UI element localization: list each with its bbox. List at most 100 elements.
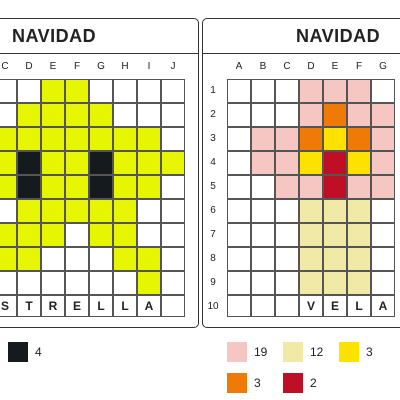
word-cell[interactable] bbox=[299, 295, 323, 317]
pixel-cell[interactable] bbox=[275, 127, 299, 151]
pixel-cell[interactable] bbox=[137, 199, 161, 223]
word-cell[interactable] bbox=[65, 295, 89, 317]
pixel-cell[interactable] bbox=[65, 247, 89, 271]
pixel-cell[interactable] bbox=[299, 79, 323, 103]
pixel-cell[interactable] bbox=[323, 247, 347, 271]
pixel-cell[interactable] bbox=[275, 151, 299, 175]
pixel-cell[interactable] bbox=[89, 175, 113, 199]
pixel-cell[interactable] bbox=[161, 151, 185, 175]
pixel-cell[interactable] bbox=[299, 175, 323, 199]
pixel-cell[interactable] bbox=[17, 175, 41, 199]
pixel-cell[interactable] bbox=[41, 127, 65, 151]
pixel-cell[interactable] bbox=[227, 223, 251, 247]
word-cell[interactable] bbox=[275, 295, 299, 317]
pixel-cell[interactable] bbox=[65, 79, 89, 103]
pixel-cell[interactable] bbox=[89, 271, 113, 295]
pixel-cell[interactable] bbox=[299, 127, 323, 151]
pixel-cell[interactable] bbox=[371, 223, 395, 247]
pixel-cell[interactable] bbox=[323, 127, 347, 151]
pixel-cell[interactable] bbox=[161, 79, 185, 103]
pixel-cell[interactable] bbox=[371, 79, 395, 103]
pixel-cell[interactable] bbox=[137, 151, 161, 175]
pixel-cell[interactable] bbox=[137, 271, 161, 295]
pixel-cell[interactable] bbox=[0, 79, 17, 103]
pixel-cell[interactable] bbox=[137, 103, 161, 127]
pixel-cell[interactable] bbox=[89, 79, 113, 103]
pixel-cell[interactable] bbox=[137, 175, 161, 199]
pixel-cell[interactable] bbox=[0, 151, 17, 175]
pixel-cell[interactable] bbox=[299, 151, 323, 175]
pixel-cell[interactable] bbox=[65, 199, 89, 223]
pixel-cell[interactable] bbox=[323, 151, 347, 175]
pixel-cell[interactable] bbox=[17, 127, 41, 151]
pixel-cell[interactable] bbox=[89, 247, 113, 271]
pixel-cell[interactable] bbox=[251, 127, 275, 151]
pixel-cell[interactable] bbox=[89, 151, 113, 175]
pixel-cell[interactable] bbox=[371, 127, 395, 151]
pixel-cell[interactable] bbox=[299, 247, 323, 271]
word-cell[interactable] bbox=[89, 295, 113, 317]
pixel-cell[interactable] bbox=[41, 199, 65, 223]
pixel-cell[interactable] bbox=[347, 199, 371, 223]
pixel-cell[interactable] bbox=[65, 223, 89, 247]
pixel-cell[interactable] bbox=[113, 199, 137, 223]
pixel-cell[interactable] bbox=[251, 247, 275, 271]
pixel-cell[interactable] bbox=[251, 271, 275, 295]
pixel-cell[interactable] bbox=[275, 271, 299, 295]
pixel-cell[interactable] bbox=[275, 247, 299, 271]
pixel-cell[interactable] bbox=[251, 79, 275, 103]
pixel-cell[interactable] bbox=[323, 271, 347, 295]
word-cell[interactable] bbox=[347, 295, 371, 317]
pixel-cell[interactable] bbox=[161, 127, 185, 151]
pixel-cell[interactable] bbox=[17, 151, 41, 175]
pixel-cell[interactable] bbox=[275, 79, 299, 103]
pixel-cell[interactable] bbox=[161, 271, 185, 295]
pixel-cell[interactable] bbox=[89, 199, 113, 223]
pixel-cell[interactable] bbox=[275, 199, 299, 223]
pixel-cell[interactable] bbox=[299, 223, 323, 247]
pixel-cell[interactable] bbox=[347, 79, 371, 103]
pixel-cell[interactable] bbox=[0, 223, 17, 247]
pixel-cell[interactable] bbox=[113, 151, 137, 175]
pixel-cell[interactable] bbox=[41, 79, 65, 103]
pixel-cell[interactable] bbox=[41, 247, 65, 271]
pixel-cell[interactable] bbox=[275, 103, 299, 127]
pixel-cell[interactable] bbox=[227, 247, 251, 271]
pixel-cell[interactable] bbox=[113, 175, 137, 199]
pixel-cell[interactable] bbox=[347, 103, 371, 127]
pixel-cell[interactable] bbox=[347, 271, 371, 295]
pixel-cell[interactable] bbox=[113, 103, 137, 127]
pixel-cell[interactable] bbox=[227, 103, 251, 127]
pixel-cell[interactable] bbox=[227, 79, 251, 103]
word-cell[interactable] bbox=[251, 295, 275, 317]
pixel-cell[interactable] bbox=[299, 271, 323, 295]
pixel-cell[interactable] bbox=[137, 223, 161, 247]
pixel-cell[interactable] bbox=[299, 199, 323, 223]
pixel-cell[interactable] bbox=[227, 199, 251, 223]
pixel-cell[interactable] bbox=[0, 271, 17, 295]
pixel-cell[interactable] bbox=[65, 271, 89, 295]
pixel-cell[interactable] bbox=[0, 175, 17, 199]
pixel-cell[interactable] bbox=[65, 175, 89, 199]
pixel-cell[interactable] bbox=[113, 79, 137, 103]
pixel-cell[interactable] bbox=[113, 127, 137, 151]
pixel-cell[interactable] bbox=[371, 247, 395, 271]
pixel-cell[interactable] bbox=[347, 151, 371, 175]
pixel-cell[interactable] bbox=[113, 223, 137, 247]
pixel-cell[interactable] bbox=[137, 127, 161, 151]
word-cell[interactable] bbox=[323, 295, 347, 317]
pixel-cell[interactable] bbox=[161, 199, 185, 223]
pixel-cell[interactable] bbox=[41, 223, 65, 247]
pixel-cell[interactable] bbox=[137, 79, 161, 103]
pixel-cell[interactable] bbox=[0, 103, 17, 127]
pixel-cell[interactable] bbox=[323, 223, 347, 247]
pixel-cell[interactable] bbox=[17, 271, 41, 295]
pixel-cell[interactable] bbox=[227, 175, 251, 199]
pixel-cell[interactable] bbox=[65, 103, 89, 127]
pixel-cell[interactable] bbox=[347, 127, 371, 151]
pixel-cell[interactable] bbox=[371, 199, 395, 223]
pixel-cell[interactable] bbox=[299, 103, 323, 127]
pixel-cell[interactable] bbox=[137, 247, 161, 271]
pixel-cell[interactable] bbox=[161, 175, 185, 199]
word-cell[interactable] bbox=[371, 295, 395, 317]
